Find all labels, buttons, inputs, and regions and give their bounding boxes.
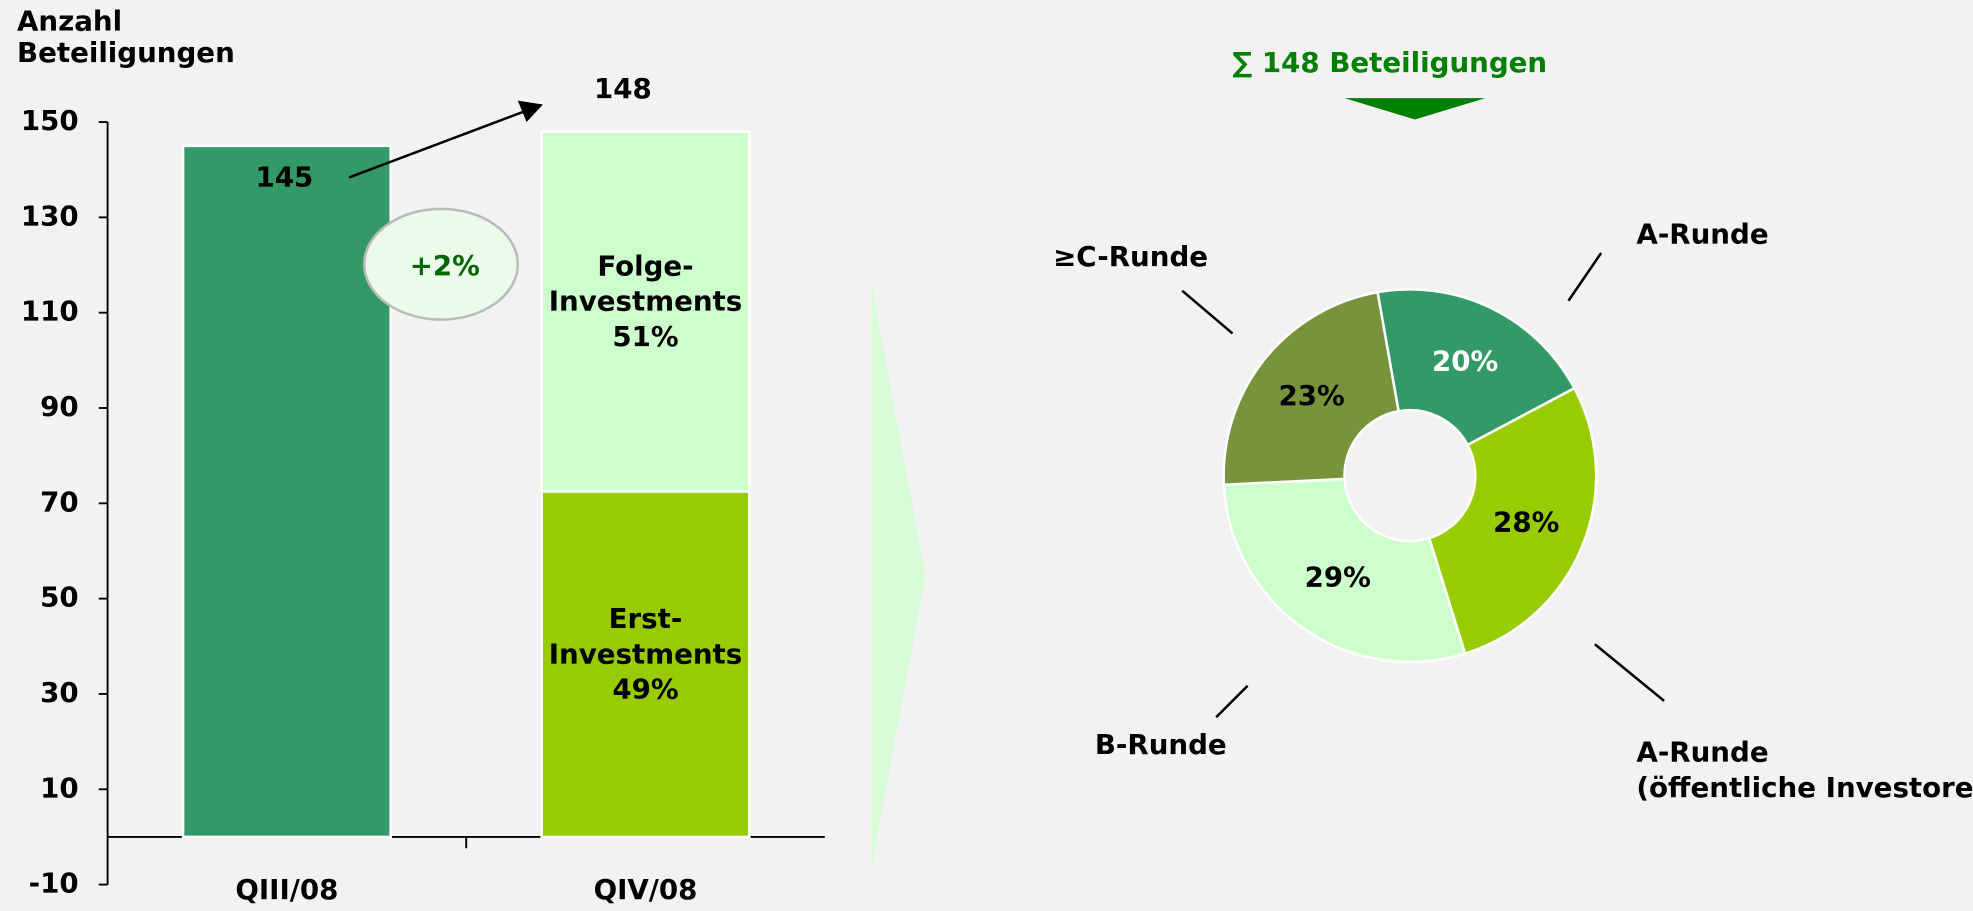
leader-line bbox=[1181, 289, 1234, 335]
y-axis-title: Beteiligungen bbox=[17, 36, 235, 69]
segment-label: Erst-Investments bbox=[549, 602, 743, 670]
pie-title: ∑ 148 Beteiligungen bbox=[1232, 46, 1547, 79]
annotation: +2% bbox=[410, 249, 480, 282]
slice-sublabel: (öffentliche Investoren) bbox=[1636, 771, 1973, 804]
bar-segment bbox=[181, 144, 392, 839]
slice-value-label: 28% bbox=[1493, 506, 1559, 539]
y-tick-label: 110 bbox=[21, 295, 79, 328]
bar-segment bbox=[540, 130, 751, 493]
pie-slice bbox=[1222, 290, 1401, 487]
slice-label: A-Runde bbox=[1636, 217, 1768, 250]
segment-label: Folge-Investments bbox=[549, 249, 743, 317]
annotation-bubble bbox=[363, 207, 520, 321]
pie-slice bbox=[1376, 288, 1577, 447]
pie-slice bbox=[1427, 386, 1598, 656]
x-tick-label: QIV/08 bbox=[594, 873, 698, 906]
y-tick-label: 70 bbox=[40, 485, 79, 518]
y-axis-title: Anzahl bbox=[17, 5, 122, 38]
data-label: 145 bbox=[255, 161, 313, 194]
y-tick-label: -10 bbox=[29, 867, 79, 900]
growth-arrow bbox=[348, 107, 534, 179]
bar-segment bbox=[540, 490, 751, 839]
segment-share: 51% bbox=[612, 320, 678, 353]
total-label: 148 bbox=[594, 72, 652, 105]
leader-line bbox=[1215, 684, 1249, 719]
slice-label: B-Runde bbox=[1095, 728, 1227, 761]
y-tick-label: 10 bbox=[40, 771, 79, 804]
slice-value-label: 20% bbox=[1432, 345, 1498, 378]
slice-label: A-Runde bbox=[1636, 736, 1768, 769]
growth-arrow-head bbox=[517, 100, 543, 123]
y-tick-label: 90 bbox=[40, 390, 79, 423]
transition-chevron bbox=[871, 283, 926, 869]
segment-share: 49% bbox=[612, 673, 678, 706]
y-tick-label: 130 bbox=[21, 199, 79, 232]
pie-slice bbox=[1222, 477, 1467, 664]
y-tick-label: 150 bbox=[21, 104, 79, 137]
y-tick-label: 50 bbox=[40, 581, 79, 614]
title-pointer bbox=[1344, 98, 1486, 120]
slice-value-label: 29% bbox=[1305, 561, 1371, 594]
slice-value-label: 23% bbox=[1278, 379, 1344, 412]
leader-line bbox=[1567, 252, 1603, 302]
leader-lines bbox=[1181, 252, 1665, 719]
y-tick-label: 30 bbox=[40, 676, 79, 709]
slice-label: ≥C-Runde bbox=[1053, 240, 1208, 273]
leader-line bbox=[1594, 643, 1665, 702]
x-tick-label: QIII/08 bbox=[235, 873, 338, 906]
